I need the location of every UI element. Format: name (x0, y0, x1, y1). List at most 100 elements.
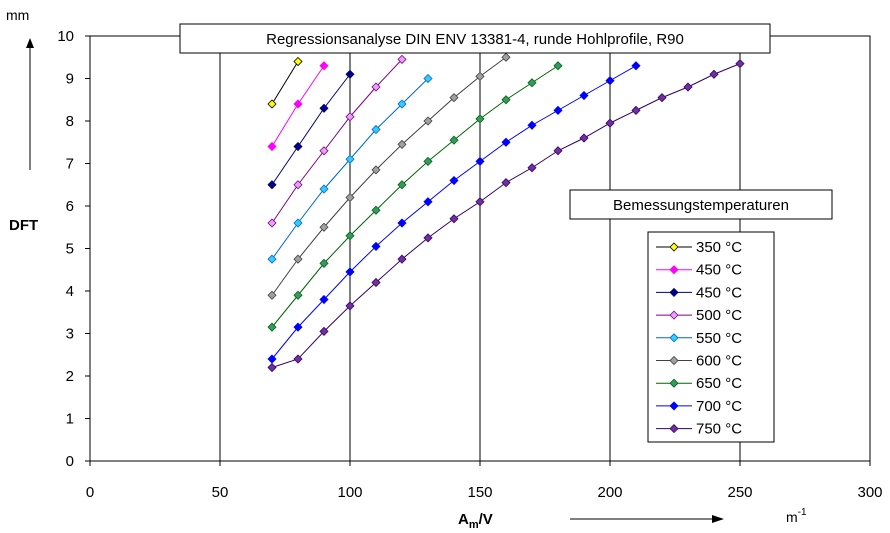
legend-heading: Bemessungstemperaturen (613, 197, 789, 214)
data-point (423, 73, 433, 84)
x-tick-label: 250 (727, 484, 752, 501)
x-arrow-head (712, 515, 724, 523)
data-point (371, 241, 381, 251)
data-point (293, 290, 303, 300)
data-point (293, 322, 303, 332)
legend-marker (669, 378, 679, 388)
data-point (319, 222, 329, 232)
x-axis-subscript: m (469, 519, 479, 531)
axes: 0 50 100 150 200 250 300 0 1 2 3 4 5 6 7 8 9 10 (57, 28, 882, 501)
data-point (319, 146, 329, 156)
data-point (293, 99, 303, 109)
data-point (267, 362, 277, 373)
series-8 (267, 59, 745, 373)
legend-label: 500 °C (696, 307, 742, 324)
data-point (293, 180, 303, 190)
legend-entry: 450 °C (656, 262, 742, 279)
y-tick-label: 4 (66, 283, 74, 300)
data-point (397, 99, 407, 109)
data-point (397, 139, 407, 149)
data-point (553, 146, 563, 156)
data-point (345, 267, 355, 277)
x-tick-label: 200 (597, 484, 622, 501)
data-point (553, 61, 563, 71)
legend-entry: 600 °C (656, 353, 742, 370)
legend-marker (669, 287, 679, 297)
legend-label: 550 °C (696, 330, 742, 347)
y-tick-label: 10 (57, 28, 74, 45)
legend-marker (669, 242, 679, 252)
legend-label: 750 °C (696, 421, 742, 438)
data-point (579, 90, 589, 101)
x-axis-tail: /V (479, 511, 493, 528)
series-line (271, 73, 351, 186)
data-point (345, 231, 355, 241)
y-tick-label: 7 (66, 156, 74, 173)
data-point (527, 163, 537, 173)
data-point (501, 178, 511, 188)
series-line (271, 61, 299, 105)
data-point (267, 322, 277, 332)
data-point (475, 71, 485, 81)
data-point (267, 99, 277, 109)
legend-box (647, 231, 775, 443)
data-point (449, 175, 459, 186)
legend-label: 450 °C (696, 284, 742, 301)
data-point (319, 326, 329, 336)
legend-entry: 350 °C (656, 239, 742, 256)
data-point (371, 124, 381, 135)
data-point (683, 82, 693, 92)
data-point (345, 301, 355, 311)
x-tick-label: 0 (86, 484, 94, 501)
legend-heading-box (569, 189, 833, 220)
data-point (501, 95, 511, 105)
data-point (475, 156, 485, 166)
data-point (371, 205, 381, 215)
series-line (271, 65, 559, 328)
data-point (605, 118, 615, 128)
legend: 350 °C 450 °C 450 °C 500 °C 550 °C 600 °C 650 … (656, 239, 742, 438)
data-point (397, 180, 407, 190)
data-point (449, 214, 459, 224)
data-point (345, 192, 355, 203)
y-arrow-head (26, 38, 34, 48)
data-point (423, 156, 433, 166)
legend-entry: 750 °C (656, 421, 742, 438)
data-point (319, 184, 329, 194)
data-point (475, 197, 485, 207)
legend-entry: 500 °C (656, 307, 742, 324)
y-tick-label: 3 (66, 326, 74, 343)
series-layer (267, 52, 745, 373)
data-point (449, 93, 459, 103)
legend-entry: 450 °C (656, 284, 742, 301)
data-point (397, 54, 407, 64)
x-unit-exponent: -1 (798, 507, 807, 518)
legend-marker (669, 355, 679, 366)
data-point (423, 233, 433, 243)
y-tick-label: 5 (66, 241, 74, 258)
series-6 (267, 61, 563, 332)
series-0 (267, 56, 303, 109)
data-point (319, 61, 329, 71)
data-point (423, 197, 433, 207)
y-axis-title: DFT (9, 217, 38, 234)
x-tick-label: 100 (337, 484, 362, 501)
data-point (345, 112, 355, 122)
data-point (267, 141, 277, 152)
data-point (631, 105, 641, 115)
data-point (293, 354, 303, 364)
series-2 (267, 69, 355, 190)
data-point (267, 180, 277, 190)
legend-entry: 550 °C (656, 330, 742, 347)
data-point (293, 254, 303, 264)
data-point (345, 69, 355, 79)
data-point (657, 93, 667, 103)
data-point (553, 105, 563, 115)
legend-label: 650 °C (696, 375, 742, 392)
x-tick-label: 50 (212, 484, 229, 501)
data-point (293, 56, 303, 67)
series-3 (267, 54, 407, 228)
y-tick-label: 2 (66, 368, 74, 385)
x-tick-label: 300 (857, 484, 882, 501)
